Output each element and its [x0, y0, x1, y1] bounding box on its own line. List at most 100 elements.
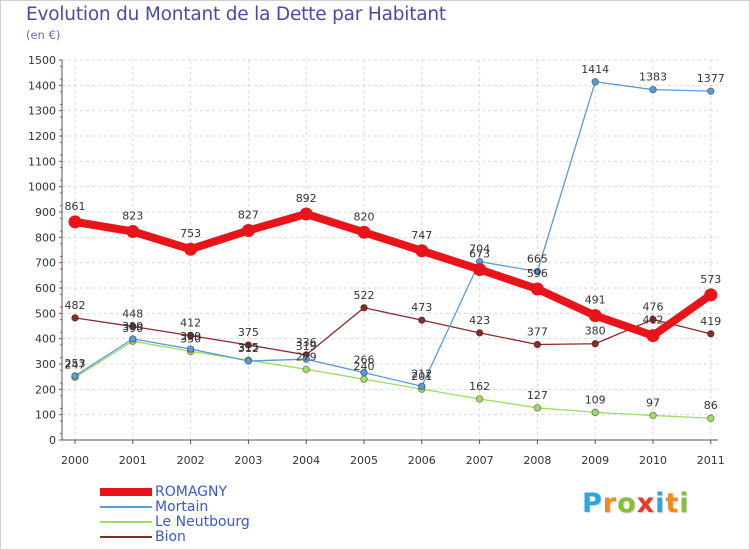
- data-point: [360, 304, 368, 312]
- y-tick-label: 1100: [28, 155, 56, 168]
- data-point: [473, 263, 487, 277]
- data-label: 380: [585, 325, 606, 338]
- logo-letter: r: [602, 488, 618, 519]
- data-label: 212: [411, 367, 432, 380]
- data-point: [707, 87, 715, 95]
- data-point: [707, 330, 715, 338]
- x-tick-label: 2011: [697, 454, 725, 467]
- data-label: 820: [354, 210, 375, 223]
- data-label: 86: [704, 399, 718, 412]
- data-point: [360, 375, 368, 383]
- x-tick-label: 2002: [177, 454, 205, 467]
- x-tick-label: 2009: [581, 454, 609, 467]
- x-tick-label: 2000: [61, 454, 89, 467]
- data-label: 473: [411, 301, 432, 314]
- data-point: [129, 335, 137, 343]
- data-label: 412: [180, 317, 201, 330]
- data-label: 201: [411, 370, 432, 383]
- data-label: 266: [354, 354, 375, 367]
- y-tick-label: 500: [35, 307, 56, 320]
- data-point: [591, 78, 599, 86]
- data-point: [475, 329, 484, 337]
- x-tick-label: 2006: [408, 454, 436, 467]
- y-tick-label: 1000: [28, 181, 56, 194]
- data-label: 491: [585, 294, 606, 307]
- y-tick-label: 700: [35, 257, 56, 270]
- y-tick-label: 900: [35, 206, 56, 219]
- series-bion: [71, 304, 715, 359]
- data-label: 419: [700, 315, 721, 328]
- data-label: 253: [65, 357, 86, 370]
- data-label: 375: [238, 326, 259, 339]
- data-point: [360, 368, 368, 377]
- legend-swatch: [100, 506, 152, 508]
- legend-label: Mortain: [155, 499, 209, 515]
- chart-unit-label: (en €): [26, 28, 61, 42]
- data-point: [68, 215, 82, 229]
- data-point: [649, 315, 657, 324]
- data-label: 827: [238, 208, 259, 221]
- y-tick-label: 600: [35, 282, 56, 295]
- legend-label: Bion: [155, 529, 186, 545]
- labels-mortain: 253 399 359 312 319 266 212 704 665 1414 1383 1377: [65, 63, 725, 381]
- logo-letter: x: [636, 488, 656, 519]
- proxiti-logo: Proxiti: [582, 488, 690, 519]
- data-point: [533, 267, 542, 276]
- y-tick-label: 1300: [28, 105, 56, 118]
- data-point: [649, 85, 657, 94]
- data-point: [244, 341, 253, 349]
- data-point: [415, 244, 429, 258]
- x-tick-label: 2010: [639, 454, 667, 467]
- data-label: 665: [527, 253, 548, 266]
- x-tick-label: 2003: [234, 454, 262, 467]
- labels-romagny: 861 823 753 827 892 820 747 673 596 491 412 573: [65, 192, 722, 327]
- data-point: [71, 372, 79, 380]
- data-point: [533, 340, 542, 349]
- x-tick-label: 2005: [350, 454, 378, 467]
- series-line: [74, 340, 712, 419]
- data-label: 423: [469, 314, 490, 327]
- data-point: [475, 395, 484, 403]
- data-label: 412: [643, 314, 664, 327]
- data-point: [707, 414, 715, 422]
- chart-title: Evolution du Montant de la Dette par Hab…: [26, 4, 446, 25]
- y-tick-label: 1200: [28, 130, 56, 143]
- labels-bion: 482 448 412 375 336 522 473 423 377 380 476 419: [65, 289, 722, 349]
- data-label: 350: [180, 332, 201, 345]
- series-line: [71, 210, 715, 340]
- data-point: [591, 340, 599, 348]
- series-mortain: [71, 78, 715, 390]
- data-point: [241, 223, 255, 237]
- logo-letter: i: [679, 488, 690, 519]
- data-point: [186, 345, 195, 353]
- data-point: [533, 404, 542, 412]
- logo-letter: t: [665, 488, 680, 519]
- legend-label: Le Neutbourg: [155, 514, 250, 530]
- data-label: 1383: [639, 71, 667, 84]
- x-tick-label: 2007: [466, 454, 494, 467]
- data-label: 747: [411, 229, 432, 242]
- data-point: [302, 355, 310, 363]
- data-label: 377: [527, 325, 548, 338]
- legend-swatch: [100, 488, 152, 496]
- x-tick-label: 2001: [119, 454, 147, 467]
- data-label: 359: [180, 330, 201, 343]
- data-label: 240: [354, 360, 375, 373]
- data-point: [646, 329, 660, 343]
- series-line: [74, 307, 712, 356]
- plot-area: [62, 60, 718, 440]
- logo-letter: i: [655, 488, 666, 519]
- y-tick-label: 400: [35, 333, 56, 346]
- y-tick-label: 1500: [28, 54, 56, 67]
- data-label: 97: [646, 396, 660, 409]
- data-label: 312: [238, 342, 259, 355]
- data-label: 823: [122, 210, 143, 223]
- data-point: [299, 207, 313, 221]
- x-axis: 2000 2001 2002 2003 2004 2005 2006 2007 2008 2009…: [61, 440, 725, 467]
- logo-letter: o: [617, 488, 637, 519]
- data-point: [649, 411, 657, 420]
- y-tick-label: 0: [49, 434, 56, 447]
- data-label: 315: [238, 341, 259, 354]
- data-point: [530, 282, 544, 296]
